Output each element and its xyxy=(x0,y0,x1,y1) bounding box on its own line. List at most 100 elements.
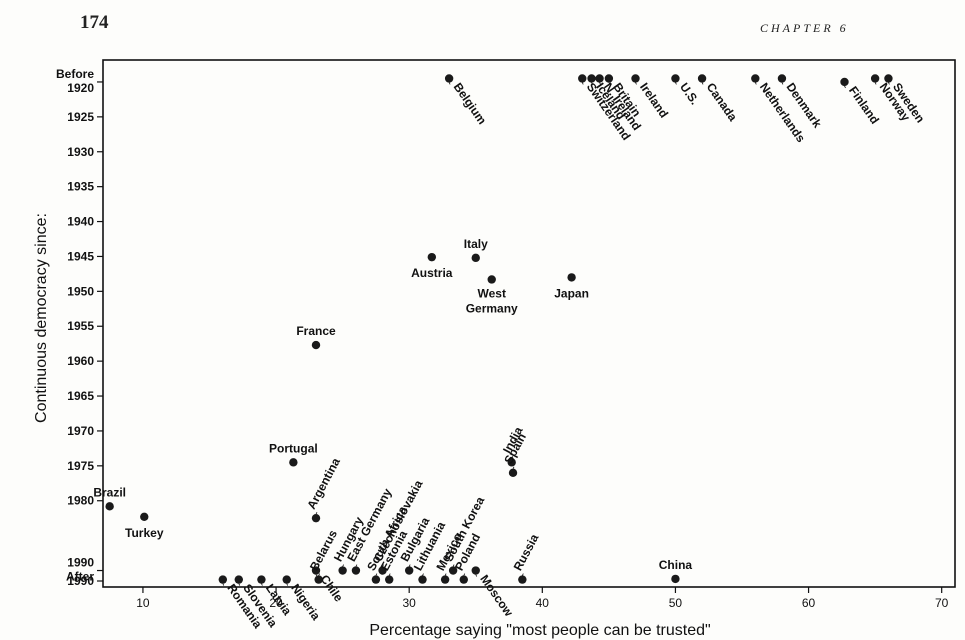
leader-line xyxy=(422,573,424,576)
leader-line xyxy=(408,564,411,567)
leader-line xyxy=(388,573,391,576)
point-label-line: West xyxy=(477,286,505,300)
data-point xyxy=(459,575,468,584)
data-point xyxy=(427,252,437,262)
y-tick-label: 1980 xyxy=(67,494,94,508)
x-tick-label: 60 xyxy=(802,596,816,610)
data-point xyxy=(371,575,381,584)
data-point xyxy=(404,566,414,575)
data-point xyxy=(751,74,760,83)
y-axis-title: Continuous democracy since: xyxy=(33,213,50,423)
data-point xyxy=(105,502,114,511)
leader-line xyxy=(754,82,757,85)
y-tick-label: 1940 xyxy=(67,215,94,229)
label-leader-lines xyxy=(222,82,890,586)
leader-line xyxy=(375,573,378,576)
leader-line xyxy=(318,573,321,576)
y-tick-label: 1970 xyxy=(67,424,94,438)
leader-line xyxy=(355,564,358,567)
leader-line xyxy=(888,82,890,85)
point-label: Brazil xyxy=(93,485,126,499)
data-points xyxy=(105,74,893,584)
data-point xyxy=(311,513,321,523)
point-label: Austria xyxy=(411,266,453,280)
data-point xyxy=(508,468,518,478)
leader-line xyxy=(512,466,515,469)
data-point xyxy=(518,575,527,584)
point-label: Italy xyxy=(464,237,488,251)
data-point xyxy=(671,574,680,584)
point-label: Portugal xyxy=(269,441,318,455)
data-point xyxy=(595,74,604,83)
page-number: 174 xyxy=(80,12,109,33)
leader-line xyxy=(463,573,466,576)
y-tick-label: 1925 xyxy=(67,110,94,124)
running-head: CHAPTER 6 xyxy=(760,21,849,35)
point-label: U.S. xyxy=(677,80,702,107)
data-point xyxy=(311,340,321,350)
y-tick-label: 1990 xyxy=(67,556,94,570)
leader-line xyxy=(701,82,704,85)
x-tick-label: 50 xyxy=(669,596,683,610)
y-tick-label: 1935 xyxy=(67,180,94,194)
data-point xyxy=(487,275,496,284)
data-point xyxy=(471,566,480,575)
data-point xyxy=(631,74,640,83)
data-point xyxy=(777,74,787,83)
data-point xyxy=(440,575,450,584)
point-label: Chile xyxy=(318,572,346,604)
data-point xyxy=(257,575,266,584)
point-label: Ireland xyxy=(637,80,671,120)
x-tick-label: 70 xyxy=(935,596,949,610)
data-point xyxy=(311,566,321,575)
y-tick-label: 1965 xyxy=(67,389,94,403)
leader-line xyxy=(342,564,344,567)
point-label: Belgium xyxy=(451,80,490,127)
data-point xyxy=(351,566,361,575)
data-point xyxy=(385,575,394,584)
data-point xyxy=(289,458,298,467)
data-point xyxy=(840,77,849,87)
y-tick-label: 1920 xyxy=(67,81,94,95)
point-label: Japan xyxy=(554,286,589,300)
point-label: Turkey xyxy=(125,526,164,540)
leader-line xyxy=(608,82,611,85)
leader-line xyxy=(382,564,384,567)
leader-line xyxy=(581,82,584,85)
leader-line xyxy=(452,564,455,567)
data-point xyxy=(444,74,454,83)
data-point xyxy=(338,566,347,575)
point-label: Russia xyxy=(511,531,542,573)
x-axis-title: Percentage saying "most people can be tr… xyxy=(369,622,710,639)
data-point xyxy=(282,575,291,584)
y-tick-label: 1990 xyxy=(67,574,94,588)
y-tick-label: 1945 xyxy=(67,249,94,263)
leader-line xyxy=(844,85,846,89)
point-label: West Germany xyxy=(466,286,518,315)
data-point xyxy=(578,74,587,83)
leader-line xyxy=(511,456,514,459)
y-tick-label: 1975 xyxy=(67,459,94,473)
data-point xyxy=(314,575,323,584)
leader-line xyxy=(475,574,478,577)
point-label: Moscow xyxy=(477,572,516,619)
leader-line xyxy=(591,82,593,85)
data-point xyxy=(471,253,480,263)
leader-line xyxy=(222,583,225,586)
x-tick-label: 20 xyxy=(269,596,283,610)
data-point xyxy=(870,74,880,83)
leader-line xyxy=(635,82,637,85)
data-point xyxy=(418,575,427,584)
point-label: France xyxy=(296,324,336,338)
leader-line xyxy=(444,573,447,576)
y-tick-label: 1930 xyxy=(67,145,94,159)
data-point xyxy=(234,575,243,584)
data-point xyxy=(378,566,387,575)
point-label: Argentina xyxy=(304,455,343,511)
data-point xyxy=(587,74,596,83)
data-point xyxy=(218,575,228,584)
leader-line xyxy=(261,583,263,586)
leader-line xyxy=(286,583,289,586)
